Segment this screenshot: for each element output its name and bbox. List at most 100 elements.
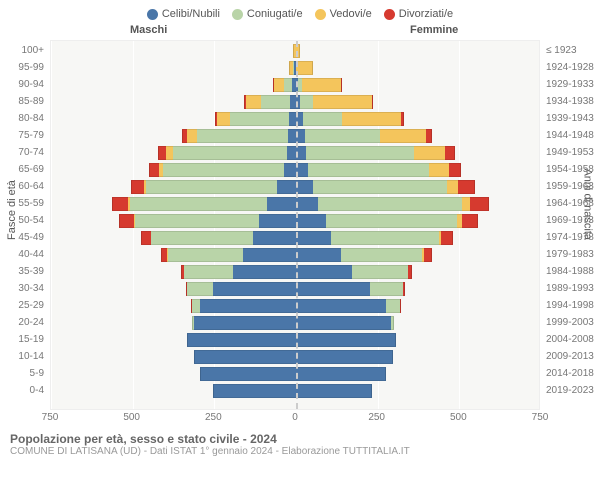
bar-segment (342, 112, 401, 126)
bar-segment (151, 231, 252, 245)
age-label: 40-44 (0, 246, 48, 263)
bar-segment (217, 112, 230, 126)
birth-year-label: ≤ 1923 (542, 42, 598, 59)
header-male: Maschi (130, 24, 167, 36)
bar-segment (267, 197, 295, 211)
birth-year-label: 1954-1958 (542, 161, 598, 178)
pyramid-row (51, 298, 539, 315)
chart-subtitle: COMUNE DI LATISANA (UD) - Dati ISTAT 1° … (10, 446, 590, 457)
pyramid-row (51, 94, 539, 111)
legend-swatch (384, 9, 395, 20)
bar-female (295, 367, 386, 381)
birth-year-label: 1939-1943 (542, 110, 598, 127)
bar-segment (306, 146, 414, 160)
bar-female (295, 316, 394, 330)
bar-segment (135, 214, 259, 228)
x-tick-label: 500 (450, 412, 467, 423)
bar-segment (400, 299, 401, 313)
bar-female (295, 129, 432, 143)
bar-segment (295, 333, 396, 347)
bar-segment (372, 95, 374, 109)
bar-female (295, 299, 401, 313)
birth-year-label: 2019-2023 (542, 382, 598, 399)
bar-segment (424, 248, 432, 262)
pyramid-row (51, 179, 539, 196)
x-axis: 7505002500250500750 (50, 410, 540, 430)
bar-segment (295, 231, 331, 245)
legend-item: Coniugati/e (232, 8, 303, 20)
bar-segment (470, 197, 490, 211)
bar-segment (429, 163, 449, 177)
bar-male (181, 265, 295, 279)
birth-year-label: 1944-1948 (542, 127, 598, 144)
legend-label: Divorziati/e (399, 8, 453, 20)
legend-swatch (147, 9, 158, 20)
bar-segment (130, 197, 267, 211)
bar-female (295, 350, 393, 364)
center-line (296, 41, 298, 409)
age-label: 50-54 (0, 212, 48, 229)
age-label: 80-84 (0, 110, 48, 127)
bar-male (112, 197, 295, 211)
bar-male (149, 163, 295, 177)
pyramid-row (51, 315, 539, 332)
population-pyramid-chart: Celibi/Nubili Coniugati/e Vedovi/e Divorzia… (0, 0, 600, 500)
age-label: 45-49 (0, 229, 48, 246)
bar-female (295, 384, 372, 398)
pyramid-row (51, 281, 539, 298)
bar-segment (213, 282, 295, 296)
age-label: 95-99 (0, 59, 48, 76)
bar-segment (401, 112, 404, 126)
plot-area (50, 40, 540, 410)
bar-segment (284, 163, 295, 177)
birth-year-label: 1929-1933 (542, 76, 598, 93)
bar-female (295, 112, 404, 126)
bar-segment (303, 112, 342, 126)
age-label: 0-4 (0, 382, 48, 399)
bar-segment (386, 299, 399, 313)
bar-segment (163, 163, 284, 177)
bar-male (119, 214, 295, 228)
pyramid-row (51, 264, 539, 281)
bar-segment (391, 316, 394, 330)
legend-item: Divorziati/e (384, 8, 453, 20)
x-tick-label: 750 (42, 412, 59, 423)
bar-segment (284, 78, 292, 92)
bar-female (295, 231, 453, 245)
bar-segment (243, 248, 295, 262)
bar-segment (341, 78, 342, 92)
bar-segment (295, 282, 370, 296)
bar-segment (445, 146, 455, 160)
legend-label: Celibi/Nubili (162, 8, 220, 20)
bar-segment (300, 95, 313, 109)
bar-female (295, 265, 412, 279)
bar-segment (119, 214, 134, 228)
pyramid-row (51, 366, 539, 383)
bar-segment (194, 350, 295, 364)
birth-year-label: 1959-1963 (542, 178, 598, 195)
bar-female (295, 333, 396, 347)
age-label: 90-94 (0, 76, 48, 93)
bar-segment (184, 265, 233, 279)
birth-year-label: 1974-1978 (542, 229, 598, 246)
bar-segment (295, 265, 352, 279)
birth-year-label: 2009-2013 (542, 348, 598, 365)
bar-segment (331, 231, 439, 245)
bar-segment (200, 367, 295, 381)
bar-segment (380, 129, 426, 143)
bar-segment (370, 282, 403, 296)
bar-male (200, 367, 295, 381)
bar-female (295, 248, 432, 262)
legend-label: Vedovi/e (330, 8, 372, 20)
legend-item: Celibi/Nubili (147, 8, 220, 20)
birth-year-label: 1984-1988 (542, 263, 598, 280)
bar-male (131, 180, 295, 194)
gender-headers: Maschi Femmine (0, 24, 600, 40)
bar-segment (187, 129, 197, 143)
bar-segment (458, 180, 474, 194)
bar-segment (213, 384, 295, 398)
age-label: 5-9 (0, 365, 48, 382)
pyramid-row (51, 349, 539, 366)
chart-title: Popolazione per età, sesso e stato civil… (10, 432, 590, 446)
age-label: 25-29 (0, 297, 48, 314)
